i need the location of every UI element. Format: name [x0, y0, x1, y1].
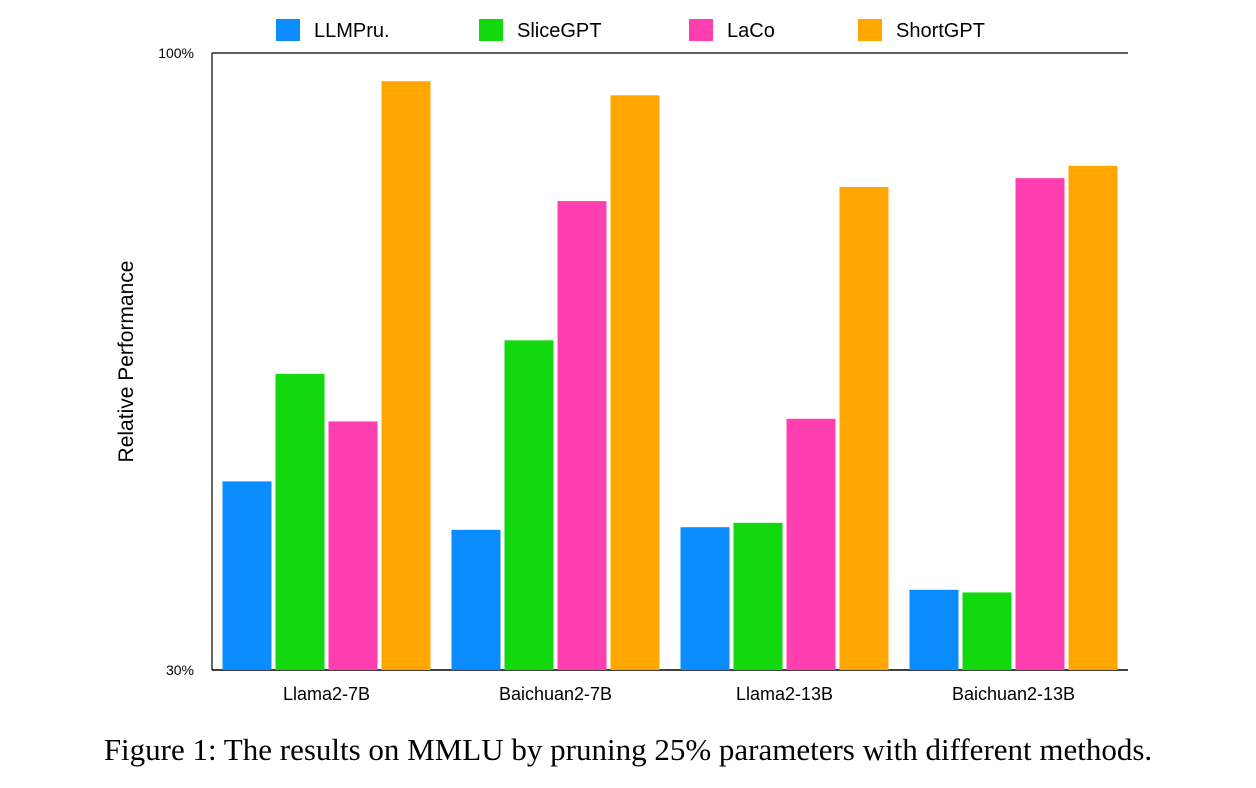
y-axis-label: Relative Performance [115, 261, 138, 463]
chart-area: LLMPru. SliceGPT LaCo ShortGPT 100% 30% Rel… [115, 19, 1128, 704]
bar-laco-baichuan2-13b [1015, 178, 1065, 671]
bar-llmpru-llama2-7b [222, 481, 272, 670]
x-tick-label: Llama2-13B [736, 684, 833, 704]
x-tick-label: Baichuan2-13B [952, 684, 1075, 704]
bar-shortgpt-llama2-13b [839, 186, 889, 670]
legend-swatch-shortgpt [858, 19, 882, 41]
bar-shortgpt-llama2-7b [381, 81, 431, 671]
legend: LLMPru. SliceGPT LaCo ShortGPT [276, 19, 985, 42]
legend-label: LLMPru. [314, 20, 390, 42]
bar-chart: LLMPru. SliceGPT LaCo ShortGPT 100% 30% Rel… [115, 19, 1128, 704]
bar-shortgpt-baichuan2-7b [610, 95, 660, 670]
figure-caption: Figure 1: The results on MMLU by pruning… [103, 732, 1153, 767]
bar-laco-llama2-7b [328, 421, 378, 670]
x-tick-label: Baichuan2-7B [499, 684, 612, 704]
legend-swatch-laco [689, 19, 713, 41]
legend-label: LaCo [727, 20, 775, 42]
bar-laco-llama2-13b [786, 418, 836, 670]
bars-group [222, 81, 1118, 671]
y-tick-label-max: 100% [158, 45, 194, 61]
y-tick-label-min: 30% [166, 662, 194, 678]
bar-llmpru-llama2-13b [680, 527, 730, 670]
legend-label: ShortGPT [896, 20, 985, 42]
bar-shortgpt-baichuan2-13b [1068, 165, 1118, 670]
legend-swatch-llmpru [276, 19, 300, 41]
bar-slicegpt-baichuan2-13b [962, 592, 1012, 670]
bar-slicegpt-baichuan2-7b [504, 340, 554, 670]
x-tick-labels: Llama2-7B Baichuan2-7B Llama2-13B Baichuan2… [283, 684, 1075, 704]
bar-llmpru-baichuan2-13b [909, 589, 959, 670]
legend-label: SliceGPT [517, 20, 601, 42]
bar-slicegpt-llama2-7b [275, 373, 325, 670]
bar-llmpru-baichuan2-7b [451, 529, 501, 670]
bar-slicegpt-llama2-13b [733, 522, 783, 670]
bar-laco-baichuan2-7b [557, 201, 607, 670]
legend-swatch-slicegpt [479, 19, 503, 41]
x-tick-label: Llama2-7B [283, 684, 370, 704]
